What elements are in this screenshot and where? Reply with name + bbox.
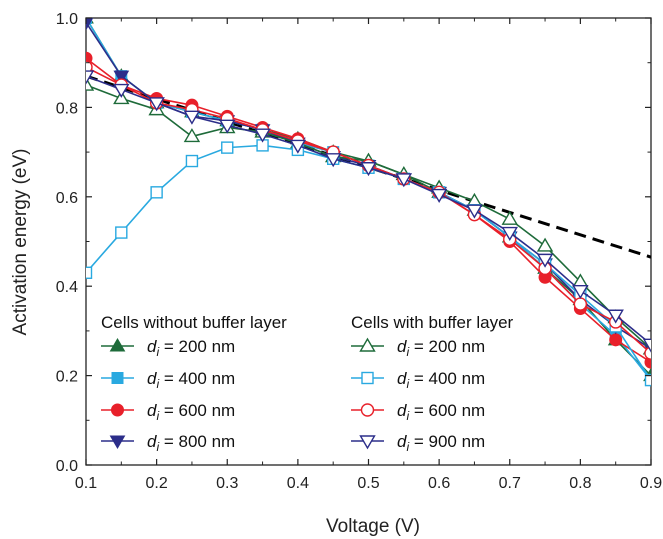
series-with-900-point <box>501 226 518 241</box>
y-tick-label: 0.6 <box>56 190 78 207</box>
legend-entry-with-600-marker <box>360 403 375 417</box>
legend-entries: di = 200 nm di = 400 nm di = 600 nm di = 80… <box>101 337 485 454</box>
legend-entry-without-400-label: di = 400 nm <box>147 369 235 391</box>
series-with-900-point <box>360 162 377 177</box>
legend-group-title-without: Cells without buffer layer <box>101 313 287 332</box>
series-with-400-point <box>115 226 128 239</box>
y-tick-label: 0.0 <box>56 458 78 475</box>
series-with-900-point <box>642 338 651 353</box>
legend-entry-without-800-marker <box>109 435 126 449</box>
series-with-900-point <box>324 153 342 168</box>
legend-entry-with-900: di = 900 nm <box>351 432 485 454</box>
series-with-900-point <box>430 188 448 203</box>
legend-entry-without-600-label: di = 600 nm <box>147 401 235 423</box>
series-with-200-line <box>86 84 651 350</box>
series-without-800-point <box>86 18 94 31</box>
legend: Cells without buffer layer Cells with bu… <box>101 313 514 454</box>
legend-entry-without-200: di = 200 nm <box>101 337 235 359</box>
y-tick-label: 1.0 <box>56 11 78 28</box>
legend-entry-without-600-marker <box>111 403 124 417</box>
series-with-600-point <box>573 297 588 311</box>
legend-entry-with-600-label: di = 600 nm <box>397 401 485 423</box>
y-tick-label: 0.8 <box>56 100 78 117</box>
legend-entry-with-900-label: di = 900 nm <box>397 432 485 454</box>
series-with-900-point <box>86 70 95 85</box>
series-with-600-line <box>86 66 651 354</box>
legend-entry-without-400-marker <box>111 372 124 384</box>
x-tick-label: 0.2 <box>146 475 168 492</box>
series-with-900 <box>86 70 651 353</box>
legend-entry-with-400-label: di = 400 nm <box>397 369 485 391</box>
x-tick-label: 0.3 <box>216 475 238 492</box>
legend-entry-without-600: di = 600 nm <box>101 401 235 423</box>
series-without-800-line <box>86 22 651 350</box>
legend-entry-with-200: di = 200 nm <box>351 337 485 359</box>
legend-entry-with-900-marker <box>359 435 376 450</box>
x-axis-title: Voltage (V) <box>326 516 420 537</box>
x-tick-label: 0.6 <box>428 475 450 492</box>
series-with-900-line <box>86 75 651 345</box>
series-with-400-point <box>86 266 93 279</box>
data-layer <box>86 18 651 387</box>
series-with-900-point <box>572 284 589 300</box>
x-tick-label: 0.8 <box>569 475 591 492</box>
series-with-900-point <box>148 97 165 112</box>
legend-entry-with-200-label: di = 200 nm <box>397 337 485 359</box>
legend-entry-with-200-marker <box>359 337 376 352</box>
x-tick-label: 0.1 <box>75 475 97 492</box>
x-tick-label: 0.7 <box>499 475 521 492</box>
plot-area <box>85 17 652 466</box>
series-with-900-point <box>466 204 483 219</box>
series-with-200-point <box>501 210 518 225</box>
series-with-900-point <box>607 309 624 324</box>
legend-entry-without-200-marker <box>109 338 126 352</box>
series-with-400-point <box>644 373 651 387</box>
x-axis: 0.1 0.2 0.3 0.4 0.5 0.6 0.7 0.8 0.9 <box>75 18 662 492</box>
series-with-400-point <box>221 141 234 154</box>
series-with-400-point <box>185 154 199 168</box>
legend-entry-without-800-label: di = 800 nm <box>147 432 235 454</box>
legend-entry-with-600: di = 600 nm <box>351 401 485 423</box>
legend-entry-without-400: di = 400 nm <box>101 369 235 391</box>
y-axis: 0.0 0.2 0.4 0.6 0.8 1.0 <box>56 11 651 475</box>
x-tick-label: 0.5 <box>357 475 379 492</box>
series-with-900-point <box>183 110 201 125</box>
x-tick-label: 0.9 <box>640 475 662 492</box>
y-tick-label: 0.4 <box>56 279 78 296</box>
series-with-900-point <box>254 128 271 143</box>
legend-group-title-with: Cells with buffer layer <box>351 313 514 332</box>
series-with-600-point <box>86 60 93 74</box>
series-with-600-point <box>644 346 651 360</box>
series-with-200-point <box>536 237 554 252</box>
series-without-600-point <box>609 333 623 347</box>
series-without-800-point <box>113 70 130 85</box>
series-with-900-point <box>219 119 236 134</box>
y-tick-label: 0.2 <box>56 369 78 386</box>
plot-frame <box>85 17 652 466</box>
legend-entry-without-800: di = 800 nm <box>101 432 235 454</box>
series-with-900-point <box>113 83 130 98</box>
legend-entry-with-400-marker <box>361 371 374 385</box>
x-tick-label: 0.4 <box>287 475 309 492</box>
series-with-200-point <box>183 128 201 143</box>
series-with-900-point <box>289 139 307 154</box>
legend-entry-without-200-label: di = 200 nm <box>147 337 235 359</box>
series-with-900-point <box>395 173 413 188</box>
y-axis-title: Activation energy (eV) <box>10 149 31 336</box>
series-with-900-point <box>536 253 554 268</box>
series-without-800 <box>86 18 651 357</box>
legend-entry-with-400: di = 400 nm <box>351 369 485 391</box>
series-with-400-point <box>150 186 163 199</box>
